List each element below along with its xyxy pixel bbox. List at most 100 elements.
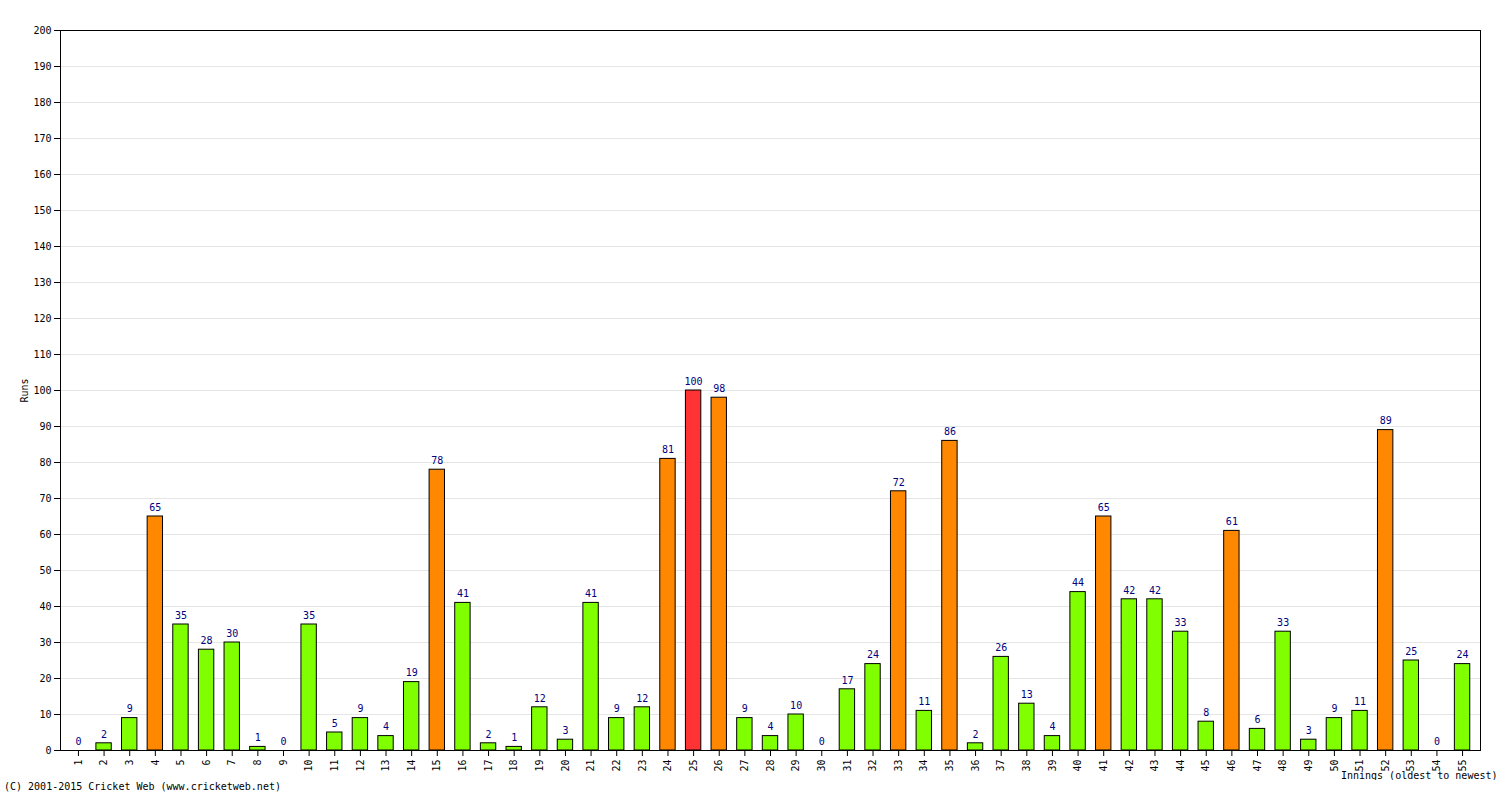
svg-text:61: 61 [1226,516,1238,527]
svg-text:30: 30 [39,637,51,648]
svg-text:29: 29 [790,760,801,772]
svg-text:65: 65 [1098,502,1110,513]
svg-text:200: 200 [33,25,51,36]
svg-text:8: 8 [252,760,263,766]
svg-text:33: 33 [1277,617,1289,628]
svg-text:44: 44 [1072,577,1084,588]
svg-text:81: 81 [662,444,674,455]
svg-text:9: 9 [357,703,363,714]
svg-text:70: 70 [39,493,51,504]
svg-text:31: 31 [842,760,853,772]
svg-text:30: 30 [816,760,827,772]
svg-text:43: 43 [1149,760,1160,772]
svg-text:89: 89 [1380,415,1392,426]
svg-text:60: 60 [39,529,51,540]
svg-text:0: 0 [280,736,286,747]
svg-text:130: 130 [33,277,51,288]
svg-text:0: 0 [75,736,81,747]
svg-text:140: 140 [33,241,51,252]
svg-text:27: 27 [739,760,750,772]
svg-text:28: 28 [201,635,213,646]
svg-text:7: 7 [226,760,237,766]
svg-text:98: 98 [713,383,725,394]
svg-text:20: 20 [39,673,51,684]
svg-text:33: 33 [893,760,904,772]
svg-text:10: 10 [39,709,51,720]
svg-text:37: 37 [995,760,1006,772]
svg-text:36: 36 [970,760,981,772]
svg-text:50: 50 [39,565,51,576]
svg-text:78: 78 [431,455,443,466]
svg-text:11: 11 [329,760,340,772]
svg-text:9: 9 [614,703,620,714]
svg-text:4: 4 [383,721,389,732]
svg-text:41: 41 [1098,760,1109,772]
svg-text:5: 5 [175,760,186,766]
svg-text:48: 48 [1277,760,1288,772]
svg-text:35: 35 [944,760,955,772]
svg-text:2: 2 [973,729,979,740]
svg-text:3: 3 [124,760,135,766]
svg-text:6: 6 [1254,714,1260,725]
svg-text:39: 39 [1047,760,1058,772]
svg-text:12: 12 [636,693,648,704]
svg-text:15: 15 [431,760,442,772]
svg-text:19: 19 [406,667,418,678]
svg-text:8: 8 [1203,707,1209,718]
svg-text:0: 0 [819,736,825,747]
svg-text:6: 6 [201,760,212,766]
svg-text:80: 80 [39,457,51,468]
svg-text:0: 0 [1434,736,1440,747]
svg-text:10: 10 [790,700,802,711]
svg-text:9: 9 [1331,703,1337,714]
svg-text:3: 3 [562,725,568,736]
svg-text:120: 120 [33,313,51,324]
svg-text:24: 24 [1457,649,1469,660]
svg-text:44: 44 [1175,760,1186,772]
svg-text:13: 13 [1021,689,1033,700]
svg-text:17: 17 [483,760,494,772]
svg-text:2: 2 [98,760,109,766]
svg-text:47: 47 [1252,760,1263,772]
svg-text:38: 38 [1021,760,1032,772]
svg-text:13: 13 [380,760,391,772]
svg-text:28: 28 [765,760,776,772]
svg-text:9: 9 [742,703,748,714]
svg-text:Innings (oldest to newest): Innings (oldest to newest) [1341,770,1498,781]
svg-text:49: 49 [1303,760,1314,772]
svg-text:2: 2 [101,729,107,740]
svg-text:26: 26 [995,642,1007,653]
svg-text:18: 18 [508,760,519,772]
svg-text:86: 86 [944,426,956,437]
svg-text:33: 33 [1175,617,1187,628]
svg-text:42: 42 [1123,585,1135,596]
svg-text:16: 16 [457,760,468,772]
svg-text:1: 1 [73,760,84,766]
svg-text:4: 4 [150,760,161,766]
svg-text:25: 25 [688,760,699,772]
svg-text:1: 1 [255,732,261,743]
svg-text:42: 42 [1149,585,1161,596]
svg-text:11: 11 [918,696,930,707]
svg-text:22: 22 [611,760,622,772]
svg-text:3: 3 [1306,725,1312,736]
svg-text:4: 4 [767,721,773,732]
svg-text:170: 170 [33,133,51,144]
svg-text:41: 41 [585,588,597,599]
svg-text:21: 21 [585,760,596,772]
svg-text:35: 35 [175,610,187,621]
svg-text:11: 11 [1354,696,1366,707]
svg-text:65: 65 [149,502,161,513]
svg-text:40: 40 [1072,760,1083,772]
svg-text:160: 160 [33,169,51,180]
svg-text:26: 26 [713,760,724,772]
svg-text:14: 14 [406,760,417,772]
svg-text:180: 180 [33,97,51,108]
svg-text:40: 40 [39,601,51,612]
svg-text:17: 17 [841,675,853,686]
svg-text:9: 9 [278,760,289,766]
svg-text:110: 110 [33,349,51,360]
svg-text:0: 0 [45,745,51,756]
svg-text:190: 190 [33,61,51,72]
svg-text:9: 9 [127,703,133,714]
